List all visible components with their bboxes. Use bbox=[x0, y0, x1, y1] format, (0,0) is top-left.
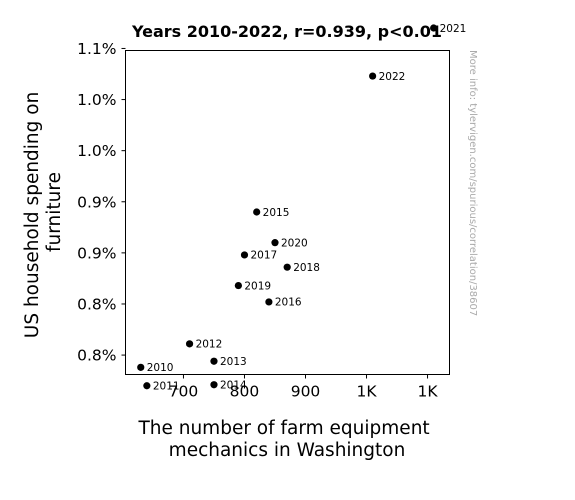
data-label-2012: 2012 bbox=[196, 339, 223, 351]
x-axis-label-line-2: mechanics in Washington bbox=[169, 440, 406, 461]
y-tick-label: 1.1% bbox=[77, 40, 116, 58]
data-label-2017: 2017 bbox=[250, 250, 277, 262]
data-label-2021: 2021 bbox=[440, 23, 467, 35]
data-point-2019 bbox=[234, 281, 242, 290]
data-point-2018 bbox=[283, 263, 291, 271]
x-axis: 700 800 900 1K 1K bbox=[169, 374, 439, 401]
data-point-2011 bbox=[143, 382, 151, 390]
x-axis-label: The number of farm equipment mechanics i… bbox=[137, 418, 435, 461]
plot-area-frame bbox=[125, 50, 450, 375]
y-axis-label: US household spending on furniture bbox=[22, 86, 65, 338]
data-label-2011: 2011 bbox=[153, 381, 180, 393]
y-tick-label: 0.8% bbox=[77, 347, 116, 365]
y-axis-label-line-1: US household spending on bbox=[22, 92, 43, 339]
data-point-2022 bbox=[369, 72, 377, 80]
data-point-2016 bbox=[265, 298, 273, 306]
x-tick-label: 800 bbox=[230, 383, 260, 401]
watermark-text: More info: tylervigen.com/spurious/corre… bbox=[467, 50, 478, 316]
data-point-2014 bbox=[210, 381, 218, 389]
x-tick-label: 1K bbox=[357, 383, 378, 401]
y-axis: 0.8% 0.8% 0.9% 0.9% 1.0% 1.0% 1.1% bbox=[77, 40, 126, 365]
data-label-2015: 2015 bbox=[263, 207, 290, 219]
y-tick-label: 1.0% bbox=[77, 142, 116, 160]
chart-title: Years 2010-2022, r=0.939, p<0.01 bbox=[131, 22, 442, 41]
data-label-2022: 2022 bbox=[379, 71, 406, 83]
y-tick-label: 0.8% bbox=[77, 295, 116, 313]
data-label-2018: 2018 bbox=[293, 262, 320, 274]
data-label-2014: 2014 bbox=[220, 380, 247, 392]
y-tick-label: 0.9% bbox=[77, 244, 116, 262]
y-tick-label: 1.0% bbox=[77, 91, 116, 109]
data-point-2013 bbox=[210, 357, 218, 365]
data-point-2020 bbox=[271, 239, 279, 247]
data-label-2013: 2013 bbox=[220, 356, 247, 368]
y-axis-label-line-2: furniture bbox=[44, 172, 65, 252]
data-point-2017 bbox=[240, 251, 249, 259]
data-label-2016: 2016 bbox=[275, 297, 302, 309]
data-label-2019: 2019 bbox=[244, 280, 271, 292]
x-tick-label: 900 bbox=[291, 383, 321, 401]
data-point-2021 bbox=[430, 24, 438, 32]
x-tick-label: 700 bbox=[169, 383, 199, 401]
x-axis-label-line-1: The number of farm equipment bbox=[137, 418, 429, 439]
data-point-2010 bbox=[137, 363, 145, 371]
data-point-2012 bbox=[185, 340, 194, 348]
data-label-2010: 2010 bbox=[147, 362, 174, 374]
x-tick-label: 1K bbox=[418, 383, 439, 401]
data-label-2020: 2020 bbox=[281, 237, 308, 249]
data-points: 2010 2011 2012 2013 2014 2015 2016 2017 2018 2019… bbox=[137, 23, 466, 393]
data-point-2015 bbox=[253, 208, 261, 216]
y-tick-label: 0.9% bbox=[77, 193, 116, 211]
